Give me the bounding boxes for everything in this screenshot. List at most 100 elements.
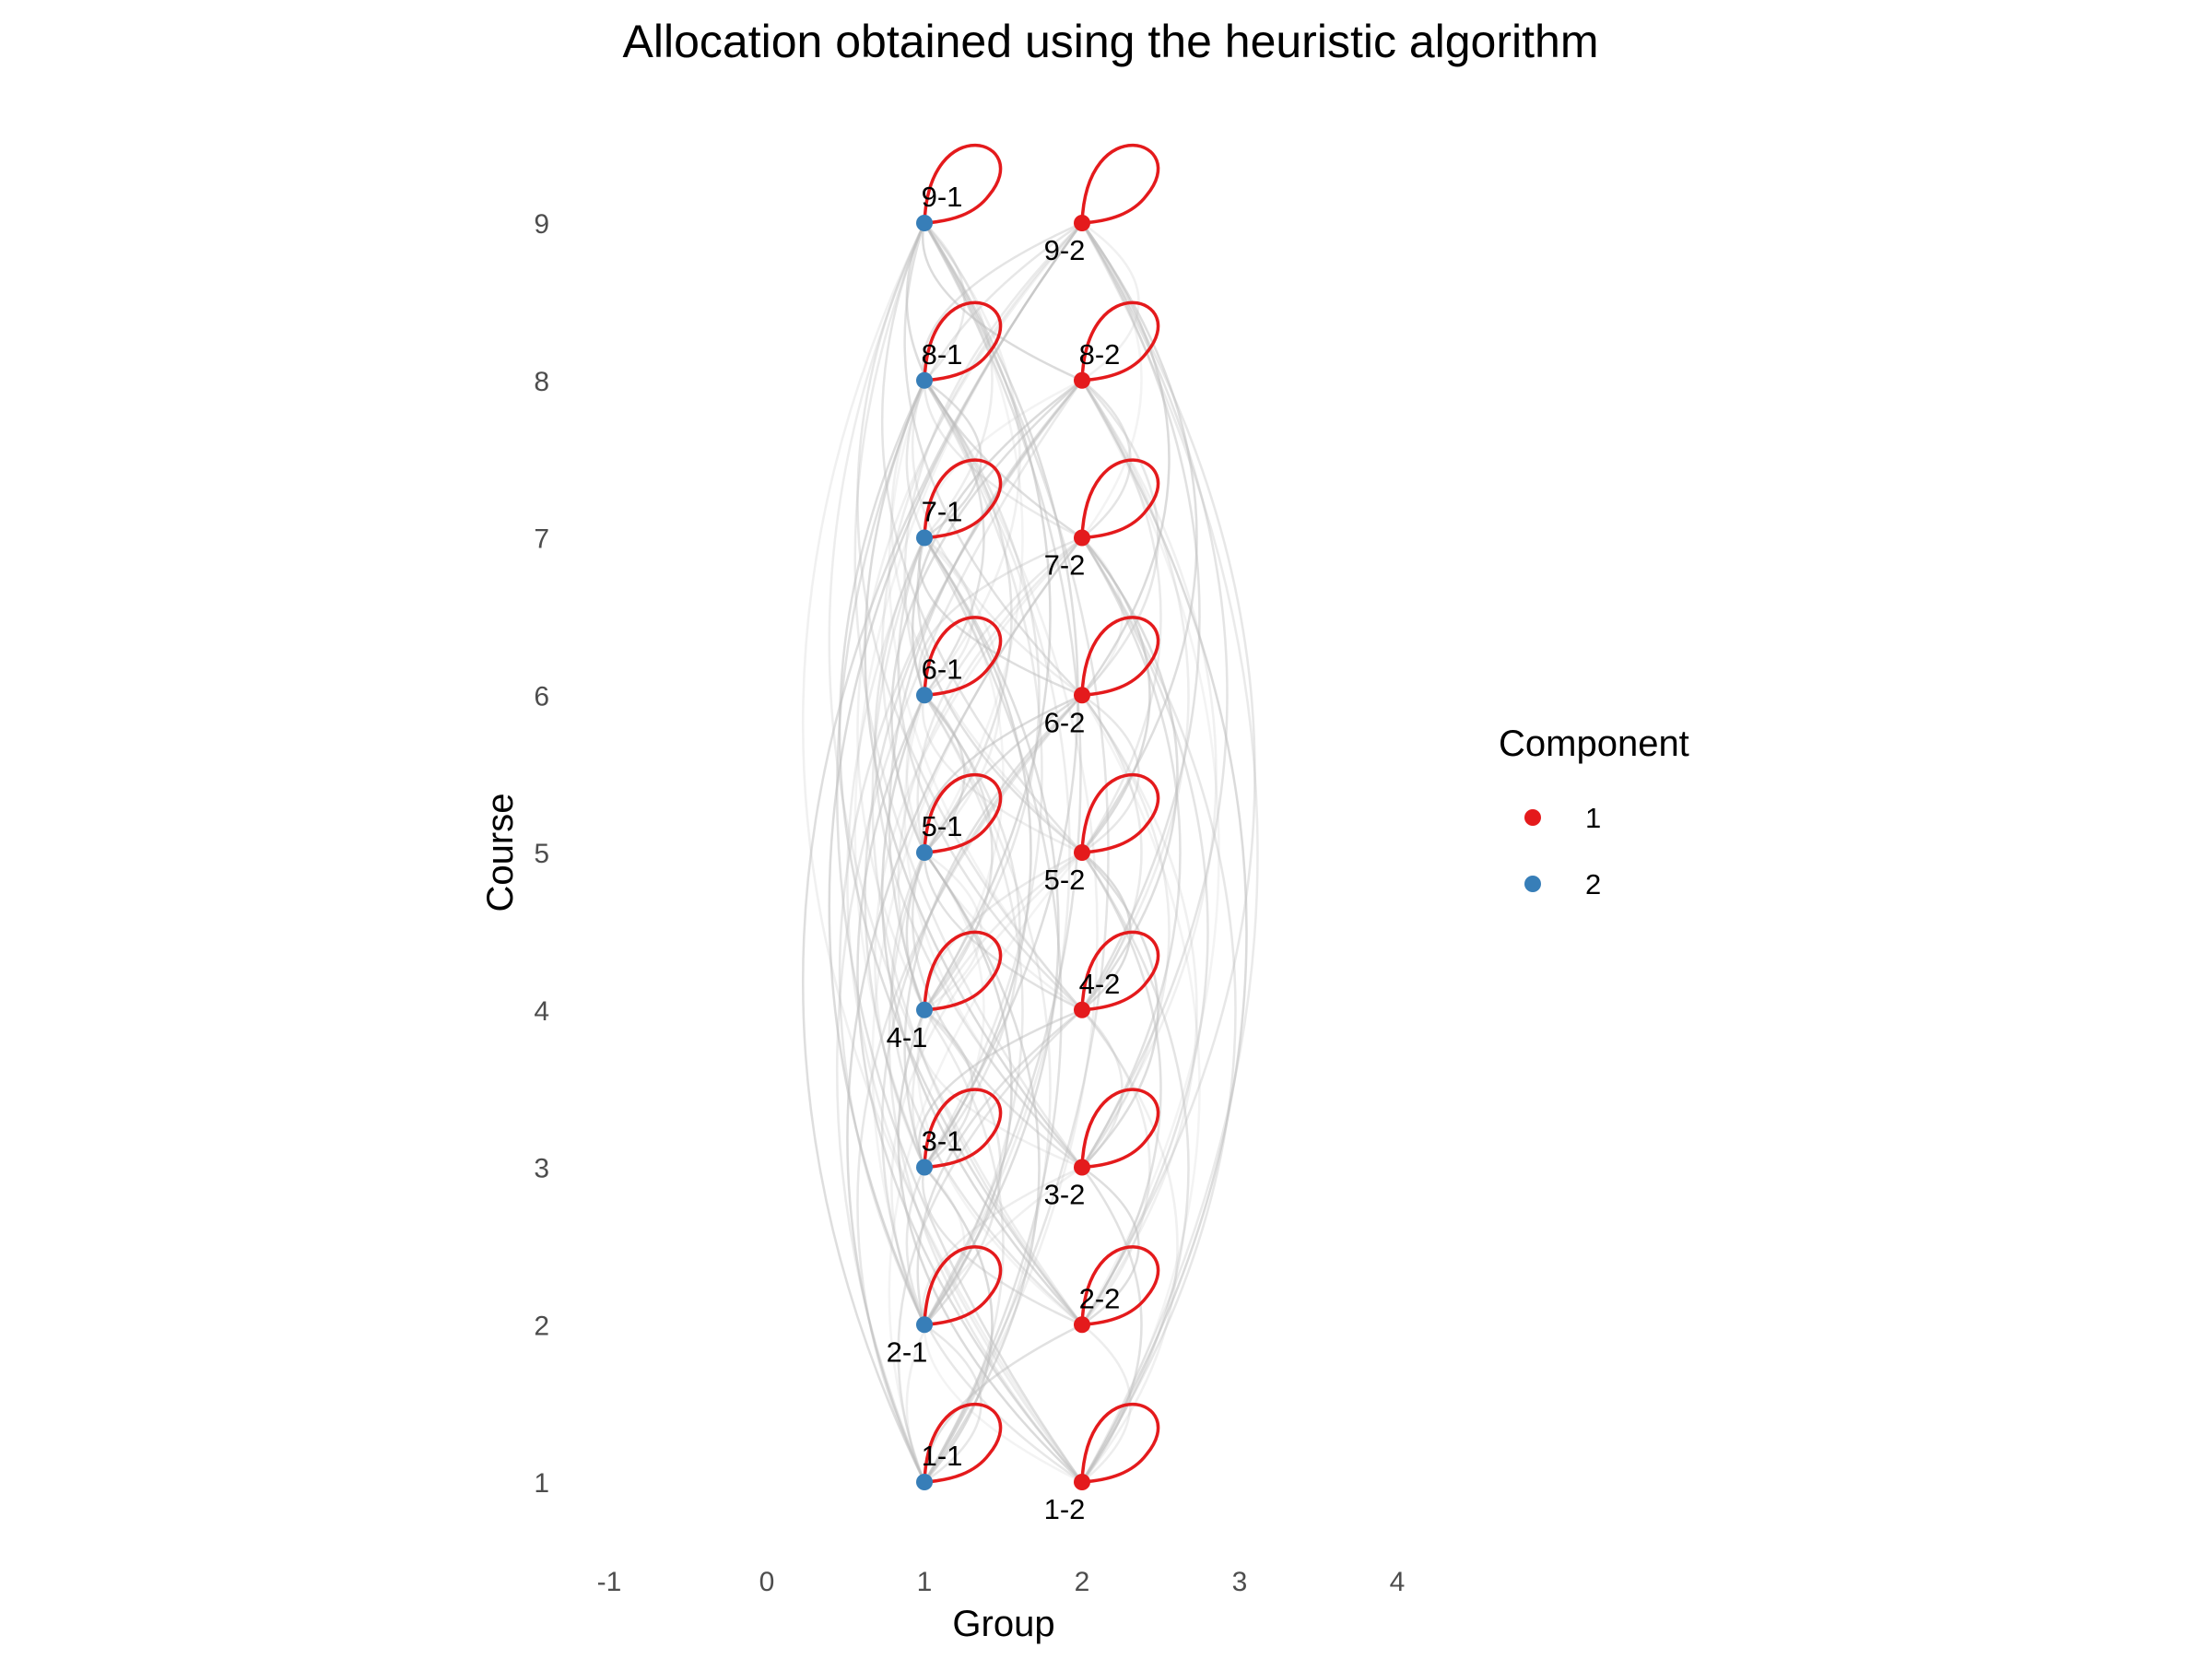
y-tick-5: 5 [534,839,549,869]
edge-2-2-4-2 [1081,1008,1151,1326]
y-tick-8: 8 [534,367,549,397]
self-loop-4-2 [1080,930,1160,1012]
edge-5-2-6-1 [922,694,1083,854]
node-5-2 [1074,844,1090,861]
self-loop-9-1 [923,143,1003,225]
node-label-4-1: 4-1 [887,1021,928,1053]
self-loop-6-2 [1080,616,1160,697]
self-loops-layer [923,143,1160,1484]
self-loop-8-2 [1080,300,1160,382]
node-8-1 [916,371,933,389]
self-loop-8-1 [923,300,1003,382]
edge-3-2-8-2 [1080,380,1218,1169]
edge-2-1-6-1 [923,694,1024,1325]
edge-2-1-9-1 [923,222,1082,1325]
edge-5-1-6-2 [922,694,1083,853]
edge-3-2-9-1 [853,222,1084,1169]
edge-4-2-9-1 [856,222,1083,1011]
edge-1-1-8-2 [835,380,1084,1483]
edge-1-2-8-1 [835,380,1084,1483]
edge-5-1-6-1 [924,694,966,853]
edge-2-1-5-2 [890,852,1083,1325]
chart-title: Allocation obtained using the heuristic … [623,16,1599,67]
node-label-1-2: 1-2 [1044,1493,1086,1525]
edge-1-2-4-1 [897,1009,1083,1483]
self-loop-1-1 [923,1402,1003,1484]
edge-1-1-6-1 [923,694,1052,1483]
node-label-9-2: 9-2 [1044,234,1086,266]
edge-3-1-4-2 [918,1008,1083,1169]
node-label-8-2: 8-2 [1079,338,1121,371]
edge-2-1-7-2 [871,536,1083,1325]
edge-1-2-5-1 [888,852,1083,1483]
node-label-9-1: 9-1 [922,181,963,213]
edge-2-1-4-1 [924,1008,1002,1326]
y-tick-1: 1 [534,1468,549,1499]
nodes-layer [916,215,1090,1490]
edge-5-2-9-2 [1080,222,1198,853]
node-1-2 [1074,1474,1090,1490]
edge-1-1-3-1 [924,1166,994,1483]
node-8-2 [1074,371,1090,389]
edge-3-1-7-1 [923,536,1032,1169]
edge-4-1-6-1 [924,694,994,1011]
self-loop-2-1 [923,1245,1003,1326]
edge-7-1-9-1 [924,222,994,539]
self-loop-3-1 [923,1088,1003,1170]
edge-5-1-9-1 [923,222,1024,853]
edge-5-1-9-2 [880,222,1083,853]
node-3-2 [1074,1159,1090,1176]
edge-1-2-9-1 [801,222,1084,1483]
node-9-2 [1074,215,1090,231]
self-loop-7-1 [923,458,1003,540]
y-axis-ticks: 1 2 3 4 5 6 7 8 9 [534,209,549,1499]
edge-1-1-5-2 [888,852,1083,1483]
edge-6-1-9-2 [903,222,1083,696]
edge-6-2-7-2 [1081,536,1124,697]
y-tick-9: 9 [534,209,549,240]
edge-1-1-7-1 [923,536,1063,1483]
self-loop-7-2 [1080,458,1160,540]
edge-1-1-7-2 [846,536,1083,1483]
edge-1-2-9-2 [1080,222,1259,1483]
node-label-4-2: 4-2 [1079,968,1121,1000]
node-5-1 [916,844,933,861]
self-loop-3-2 [1080,1088,1160,1170]
edge-3-2-4-1 [918,1009,1083,1169]
edge-3-2-8-1 [864,380,1083,1169]
edge-5-2-8-1 [890,380,1083,853]
edge-2-2-9-2 [1080,222,1256,1325]
edge-3-1-8-1 [923,380,1043,1169]
node-label-6-2: 6-2 [1044,706,1086,738]
node-label-2-2: 2-2 [1079,1282,1121,1314]
edge-7-2-9-2 [1081,222,1143,539]
edge-6-1-7-2 [918,536,1083,696]
node-label-3-1: 3-1 [922,1125,963,1158]
edge-6-1-9-1 [924,222,1021,697]
edge-2-1-3-1 [924,1166,966,1326]
node-1-1 [916,1474,933,1490]
edge-4-2-8-2 [1080,380,1190,1011]
edge-2-2-6-2 [1080,694,1198,1325]
edge-3-2-4-2 [1081,1008,1124,1169]
edge-6-2-9-2 [1080,222,1171,696]
edge-1-2-6-1 [856,694,1083,1483]
edge-2-2-8-2 [1080,380,1220,1325]
node-7-2 [1074,529,1090,547]
self-loop-6-1 [923,616,1003,697]
edge-2-2-5-2 [1080,852,1162,1325]
edge-2-1-8-1 [923,380,1071,1325]
node-label-6-1: 6-1 [922,653,963,685]
legend-swatch-2 [1524,876,1541,892]
self-loop-9-2 [1080,143,1160,225]
y-tick-4: 4 [534,996,549,1027]
y-axis-label: Course [480,794,521,912]
x-axis-label: Group [952,1604,1054,1644]
x-tick-3: 3 [1232,1567,1248,1597]
edge-1-1-4-2 [897,1008,1083,1483]
legend-entries: 12 [1524,802,1601,900]
edge-5-1-8-2 [890,379,1083,853]
node-4-2 [1074,1001,1090,1018]
x-tick-1: 1 [917,1567,933,1597]
node-label-7-1: 7-1 [922,496,963,528]
